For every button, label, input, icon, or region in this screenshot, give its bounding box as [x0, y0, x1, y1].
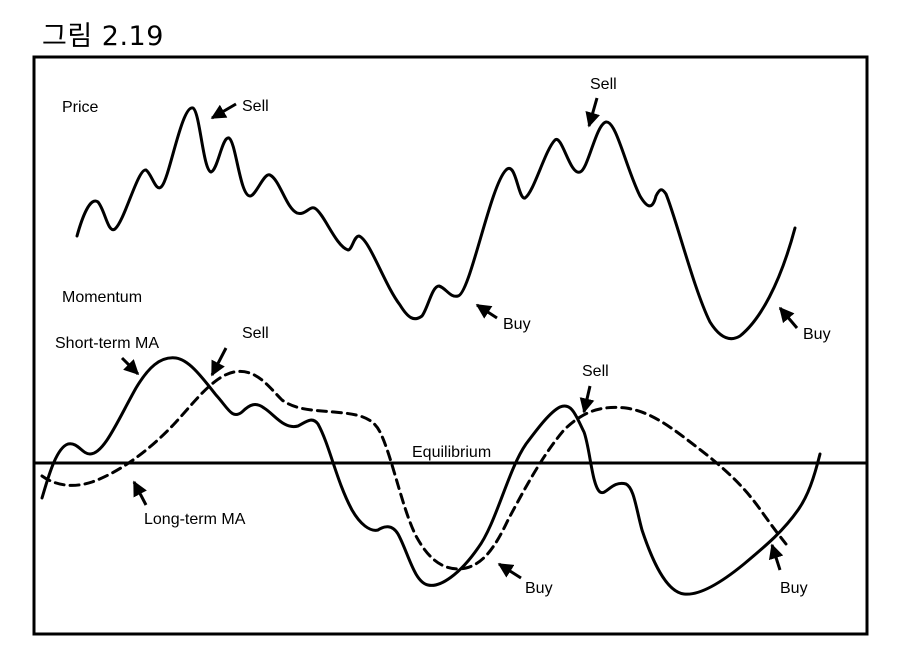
price-sell-label-2: Sell [590, 76, 617, 93]
momentum-buy-arrow-1 [497, 562, 522, 580]
momentum-sell-arrow-1 [210, 347, 228, 377]
long-term-ma-pointer-arrow [132, 480, 148, 506]
price-sell-arrow-1 [210, 102, 237, 120]
short-term-ma-line [40, 356, 822, 596]
momentum-sell-label-2: Sell [582, 363, 609, 380]
figure-title: 그림 2.19 [42, 21, 164, 52]
momentum-sell-label-1: Sell [242, 325, 269, 342]
price-panel-label: Price [62, 99, 99, 116]
price-sell-arrow-2 [585, 97, 600, 128]
price-buy-label-1: Buy [503, 316, 531, 333]
momentum-buy-arrow-2 [768, 543, 784, 571]
price-sell-label-1: Sell [242, 98, 269, 115]
chart-frame [32, 55, 869, 636]
equilibrium-label: Equilibrium [412, 444, 491, 461]
momentum-buy-label-2: Buy [780, 580, 808, 597]
long-term-ma-line [40, 369, 788, 571]
price-series-line [75, 106, 797, 341]
price-buy-label-2: Buy [803, 326, 831, 343]
momentum-buy-label-1: Buy [525, 580, 553, 597]
momentum-panel-label: Momentum [62, 289, 142, 306]
momentum-sell-arrow-2 [579, 385, 595, 414]
price-buy-arrow-2 [778, 306, 799, 329]
price-buy-arrow-1 [475, 303, 498, 320]
short-term-ma-pointer-arrow [120, 356, 140, 376]
short-term-ma-label: Short-term MA [55, 335, 159, 352]
long-term-ma-label: Long-term MA [144, 511, 246, 528]
